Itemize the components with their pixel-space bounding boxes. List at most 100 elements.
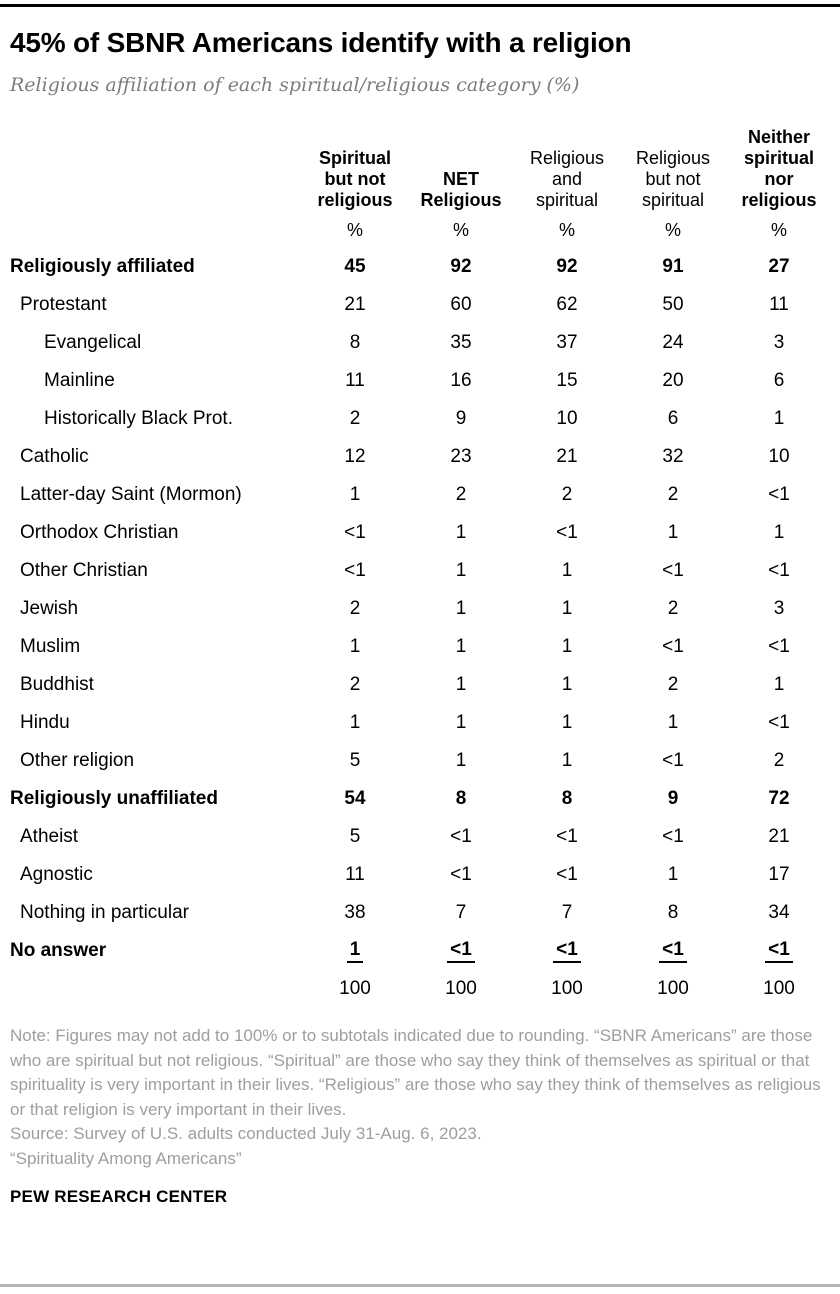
value-cell: 2 <box>667 598 679 619</box>
corner-cell <box>10 114 302 212</box>
page-subtitle: Religious affiliation of each spiritual/… <box>10 74 580 96</box>
value-cell: 32 <box>662 446 684 467</box>
row-label: Religiously unaffiliated <box>10 788 218 809</box>
value-cell: 9 <box>667 788 679 809</box>
note-text: Note: Figures may not add to 100% or to … <box>10 1026 821 1119</box>
percent-symbol: % <box>558 219 575 240</box>
value-cell: 1 <box>561 750 573 771</box>
value-cell: 1 <box>455 674 467 695</box>
value-cell: 2 <box>349 674 361 695</box>
corner-cell <box>10 212 302 248</box>
value-cell: 7 <box>455 902 467 923</box>
row-label: Hindu <box>20 712 70 733</box>
value-cell: 7 <box>561 902 573 923</box>
bottom-divider <box>0 1284 840 1287</box>
value-cell: 1 <box>561 674 573 695</box>
row-label: Orthodox Christian <box>20 522 179 543</box>
value-cell: 1 <box>455 522 467 543</box>
value-cell: <1 <box>344 522 366 543</box>
table-row: No answer 1 <1 <1 <1 <1 <box>10 932 832 970</box>
value-cell: 38 <box>344 902 366 923</box>
value-cell: <1 <box>620 932 726 970</box>
value-cell: <1 <box>450 864 472 885</box>
row-label: Jewish <box>20 598 79 619</box>
column-header: Spiritual but not religious <box>317 148 393 210</box>
value-cell: 9 <box>455 408 467 429</box>
table-row: Evangelical 8 35 37 24 3 <box>10 324 832 362</box>
row-label: Buddhist <box>20 674 94 695</box>
value-cell: 100 <box>657 978 689 999</box>
column-header: Religious and spiritual <box>529 148 605 210</box>
value-cell: 1 <box>455 712 467 733</box>
value-cell: 1 <box>773 522 785 543</box>
value-cell: 17 <box>768 864 790 885</box>
row-label: Other religion <box>20 750 135 771</box>
column-header: Religious but not spiritual <box>635 148 711 210</box>
table-row: Religiously affiliated 45 92 92 91 27 <box>10 248 832 286</box>
value-cell: 45 <box>344 256 366 277</box>
value-cell: 8 <box>349 332 361 353</box>
value-cell: 3 <box>773 332 785 353</box>
percent-symbol: % <box>452 219 469 240</box>
value-cell: 8 <box>455 788 467 809</box>
value-cell: <1 <box>556 522 578 543</box>
value-cell: 12 <box>344 446 366 467</box>
value-cell: 20 <box>662 370 684 391</box>
column-header: NET Religious <box>420 169 502 210</box>
value-cell: <1 <box>662 750 684 771</box>
value-cell: 11 <box>769 294 789 315</box>
value-cell: 1 <box>667 864 679 885</box>
value-cell: <1 <box>556 864 578 885</box>
value-cell: 92 <box>450 256 472 277</box>
value-cell: 72 <box>768 788 790 809</box>
table-row: Catholic 12 23 21 32 10 <box>10 438 832 476</box>
table-body: Religiously affiliated 45 92 92 91 27 Protesta… <box>10 248 832 1008</box>
value-cell: 1 <box>349 636 361 657</box>
value-cell: 16 <box>450 370 472 391</box>
value-cell: 5 <box>349 826 361 847</box>
report-title-text: “Spirituality Among Americans” <box>10 1148 242 1168</box>
value-cell: 1 <box>349 484 361 505</box>
table-row: Other religion 5 1 1 <1 2 <box>10 742 832 780</box>
value-cell: 1 <box>302 932 408 970</box>
value-cell: 8 <box>561 788 573 809</box>
table-row: Protestant 21 60 62 50 11 <box>10 286 832 324</box>
brand-wordmark: PEW RESEARCH CENTER <box>10 1187 228 1206</box>
value-cell: 21 <box>344 294 366 315</box>
row-label: Mainline <box>44 370 115 391</box>
value-cell: 2 <box>561 484 573 505</box>
table-row: Nothing in particular 38 7 7 8 34 <box>10 894 832 932</box>
value-cell: 15 <box>556 370 578 391</box>
value-cell: 6 <box>773 370 785 391</box>
value-cell: <1 <box>768 636 790 657</box>
underlined-value: 1 <box>346 940 364 963</box>
value-cell: 91 <box>662 256 684 277</box>
value-cell: <1 <box>662 636 684 657</box>
value-cell: 1 <box>667 712 679 733</box>
value-cell: 24 <box>662 332 684 353</box>
value-cell: 2 <box>455 484 467 505</box>
table-row: Muslim 1 1 1 <1 <1 <box>10 628 832 666</box>
source-text: Source: Survey of U.S. adults conducted … <box>10 1124 482 1143</box>
value-cell: 21 <box>556 446 578 467</box>
value-cell: 1 <box>561 598 573 619</box>
value-cell: 11 <box>345 370 365 391</box>
value-cell: 1 <box>561 636 573 657</box>
row-label: Protestant <box>20 294 107 315</box>
underlined-value: <1 <box>553 940 581 963</box>
value-cell: 50 <box>662 294 684 315</box>
value-cell: 2 <box>349 408 361 429</box>
percent-symbol: % <box>770 219 787 240</box>
value-cell: 92 <box>556 256 578 277</box>
table-row: Latter-day Saint (Mormon) 1 2 2 2 <1 <box>10 476 832 514</box>
value-cell: <1 <box>514 932 620 970</box>
percent-symbol: % <box>664 219 681 240</box>
row-label: Evangelical <box>44 332 142 353</box>
row-label: Agnostic <box>20 864 93 885</box>
affiliation-table: Spiritual but not religious NET Religious… <box>10 114 832 1008</box>
page-title: 45% of SBNR Americans identify with a re… <box>10 27 632 58</box>
value-cell: 8 <box>667 902 679 923</box>
value-cell: 100 <box>551 978 583 999</box>
value-cell: <1 <box>768 712 790 733</box>
